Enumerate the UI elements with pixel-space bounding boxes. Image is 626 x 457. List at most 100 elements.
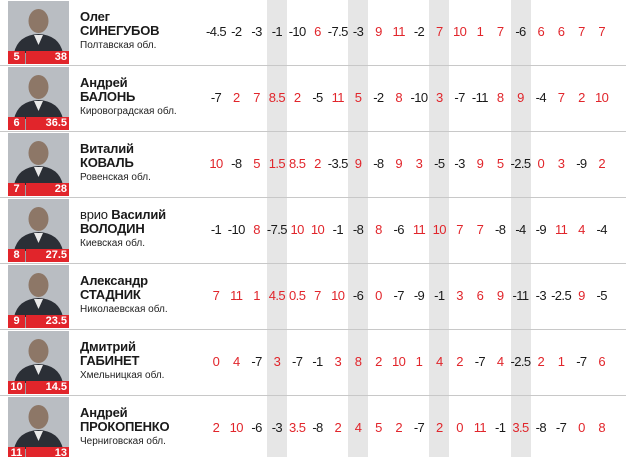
score-cell: -8 <box>373 156 384 171</box>
score-cell: 10 <box>229 420 244 435</box>
score-cell: 6 <box>598 354 605 369</box>
score-cell: 0 <box>578 420 585 435</box>
score-cell: -7 <box>292 354 303 369</box>
rank-badge: 5 38 <box>8 51 69 64</box>
score-cell: 11 <box>230 288 243 303</box>
score-cell: 8 <box>375 222 382 237</box>
score-cell: 9 <box>496 288 504 303</box>
last-name: БАЛОНЬ <box>80 89 136 104</box>
score-cell: -2.5 <box>551 288 572 303</box>
score-cell: 5 <box>253 156 260 171</box>
score-cell: 10 <box>392 354 406 369</box>
person-info: Андрей БАЛОНЬ Кировоградская обл. <box>80 76 200 119</box>
score-cell: 5 <box>496 156 504 171</box>
score-cell: 6 <box>557 24 565 39</box>
rank-number: 6 <box>8 117 25 130</box>
score-cell: 7 <box>496 24 504 39</box>
score-cell: 2 <box>578 90 585 105</box>
first-name: Василий <box>111 207 166 222</box>
total-score: 14.5 <box>26 381 69 394</box>
score-cell: 0.5 <box>289 288 306 303</box>
last-name: СТАДНИК <box>80 287 141 302</box>
rank-number: 7 <box>8 183 25 196</box>
score-cell: 6 <box>537 24 545 39</box>
rank-badge: 10 14.5 <box>8 381 69 394</box>
total-score: 27.5 <box>26 249 69 262</box>
score-cell: -8 <box>231 156 242 171</box>
score-cell: 7 <box>598 24 605 39</box>
name-line: Александр <box>80 274 200 288</box>
score-cell: 8 <box>598 420 605 435</box>
avatar: 5 38 <box>8 1 69 64</box>
score-cell: -7 <box>210 90 222 105</box>
score-cell: 2 <box>293 90 301 105</box>
score-cell: 11 <box>554 222 568 237</box>
score-cell: -8 <box>352 222 364 237</box>
score-cell: 5 <box>354 90 362 105</box>
score-cell: -10 <box>227 222 246 237</box>
region: Ровенская обл. <box>80 172 151 183</box>
score-cell: -2.5 <box>510 156 531 171</box>
score-cell: -6 <box>515 24 526 39</box>
total-score: 36.5 <box>26 117 69 130</box>
person-silhouette-icon <box>8 331 69 383</box>
first-name: Виталий <box>80 141 134 156</box>
region: Хмельницкая обл. <box>80 370 165 381</box>
table-row: 5 38 Олег СИНЕГУБОВ Полтавская обл. -4.5… <box>0 0 626 66</box>
score-cell: -11 <box>471 90 489 105</box>
score-cell: 7 <box>456 222 463 237</box>
score-cell: 6 <box>476 288 484 303</box>
score-cell: -4 <box>596 222 608 237</box>
person-silhouette-icon <box>8 133 69 185</box>
person-info: Дмитрий ГАБИНЕТ Хмельницкая обл. <box>80 340 200 383</box>
name-line: Андрей <box>80 406 200 420</box>
total-score: 13 <box>26 447 69 457</box>
score-cell: 9 <box>354 156 362 171</box>
total-score: 38 <box>26 51 69 64</box>
score-cell: 7 <box>253 90 260 105</box>
score-cell: 0 <box>537 156 545 171</box>
score-cell: 5 <box>375 420 382 435</box>
name-line: Олег <box>80 10 200 24</box>
person-silhouette-icon <box>8 199 69 251</box>
score-cell: -11 <box>512 288 529 303</box>
score-cell: 2 <box>334 420 342 435</box>
score-cell: 7 <box>476 222 484 237</box>
score-cell: -7 <box>555 420 567 435</box>
score-cell: -8 <box>495 222 506 237</box>
first-name: Дмитрий <box>80 339 136 354</box>
score-cell: 8.5 <box>289 156 306 171</box>
score-cell: 7 <box>314 288 321 303</box>
score-cell: -7 <box>454 90 465 105</box>
score-cell: 2 <box>395 420 402 435</box>
score-cell: 2 <box>375 354 382 369</box>
person-info: Олег СИНЕГУБОВ Полтавская обл. <box>80 10 200 53</box>
table-row: 11 13 Андрей ПРОКОПЕНКО Черниговская обл… <box>0 396 626 457</box>
score-cell: -9 <box>535 222 547 237</box>
avatar: 7 28 <box>8 133 69 196</box>
score-cell: -6 <box>393 222 405 237</box>
first-name: Андрей <box>80 75 128 90</box>
score-cell: -7.5 <box>327 24 349 39</box>
score-cell: -5 <box>312 90 323 105</box>
score-cell: 8 <box>253 222 260 237</box>
score-cell: 2 <box>232 90 240 105</box>
score-cell: -2 <box>231 24 242 39</box>
score-cell: 10 <box>432 222 447 237</box>
score-cell: 10 <box>310 222 325 237</box>
score-cell: 8 <box>395 90 402 105</box>
score-cell: 1 <box>253 288 260 303</box>
person-info: Александр СТАДНИК Николаевская обл. <box>80 274 200 317</box>
score-cell: 3 <box>415 156 423 171</box>
rank-number: 10 <box>8 381 25 394</box>
score-cell: 10 <box>595 90 609 105</box>
score-cell: 4 <box>354 420 362 435</box>
score-cell: -3 <box>535 288 547 303</box>
score-cell: 4.5 <box>268 288 286 303</box>
score-cell: -7 <box>474 354 486 369</box>
table-row: 8 27.5 врио Василий ВОЛОДИН Киевская обл… <box>0 198 626 264</box>
table-row: 9 23.5 Александр СТАДНИК Николаевская об… <box>0 264 626 330</box>
region: Черниговская обл. <box>80 436 166 447</box>
last-name: КОВАЛЬ <box>80 155 134 170</box>
rank-number: 11 <box>8 447 25 457</box>
